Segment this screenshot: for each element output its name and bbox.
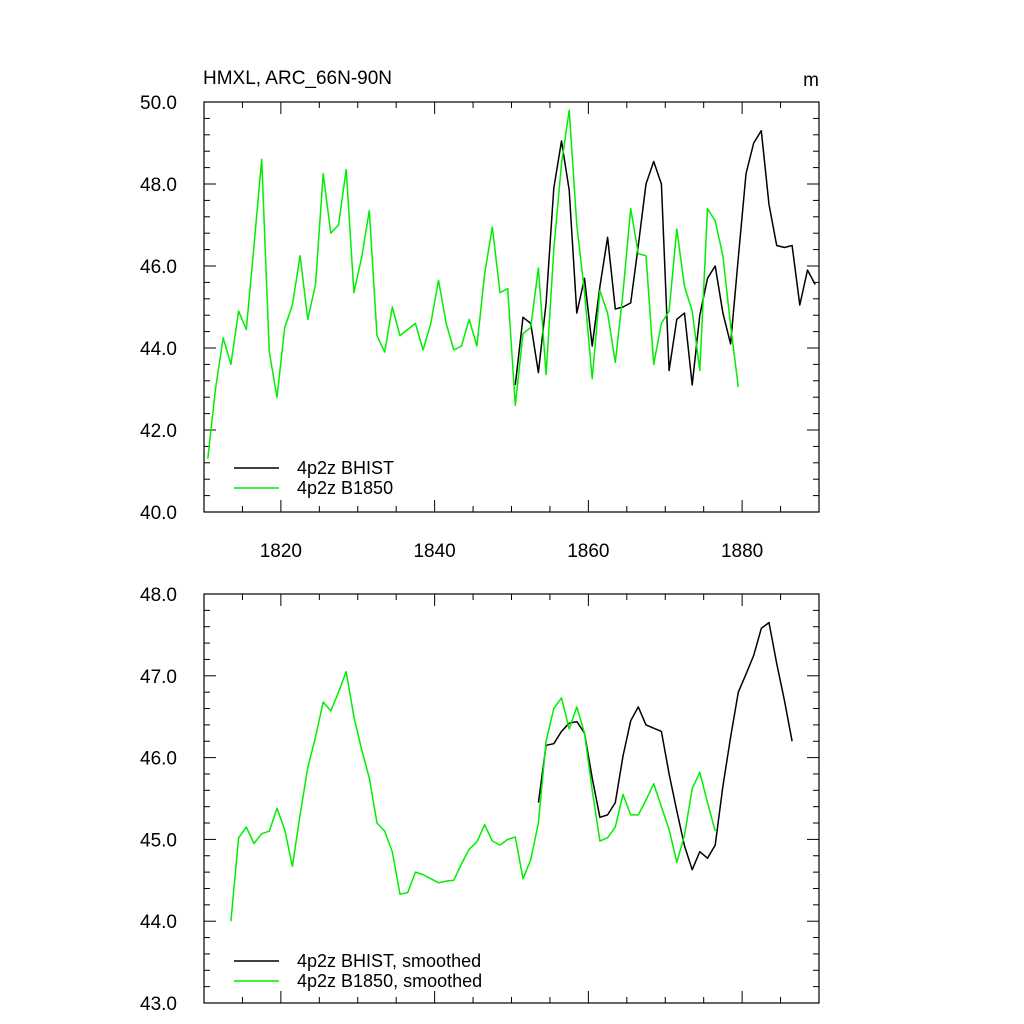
top-panel: HMXL, ARC_66N-90N m 1820 1840 1860 1880 40.0…: [140, 68, 820, 562]
series-line-b1850: [207, 109, 740, 459]
units-label: m: [803, 70, 819, 91]
series-line-bhist: [537, 621, 793, 871]
series-line-bhist: [514, 129, 816, 386]
x-tick-label: 1820: [260, 541, 302, 562]
legend-label: 4p2z B1850: [297, 478, 393, 498]
y-tick-label: 44.0: [140, 339, 177, 360]
y-tick-label: 47.0: [140, 667, 177, 688]
y-tick-label: 43.0: [140, 994, 177, 1015]
y-tick-label: 44.0: [140, 912, 177, 933]
series-line-b1850: [230, 670, 716, 922]
y-tick-label: 50.0: [140, 93, 177, 114]
x-tick-label: 1860: [567, 541, 609, 562]
y-tick-label: 42.0: [140, 421, 177, 442]
y-tick-label: 48.0: [140, 585, 177, 606]
plot-frame: [203, 101, 820, 513]
bottom-panel: 43.0 44.0 45.0 46.0 47.0 48.0 4p2z BHIST, smoo…: [140, 585, 820, 1015]
y-tick-label: 46.0: [140, 749, 177, 770]
x-tick-label: 1880: [721, 541, 763, 562]
y-tick-label: 40.0: [140, 503, 177, 524]
plot-frame: [203, 593, 820, 1004]
y-tick-label: 48.0: [140, 175, 177, 196]
legend-label: 4p2z BHIST: [297, 458, 394, 478]
legend-label: 4p2z B1850, smoothed: [297, 971, 482, 991]
chart-title: HMXL, ARC_66N-90N: [203, 68, 392, 89]
y-tick-label: 45.0: [140, 830, 177, 851]
y-tick-label: 46.0: [140, 257, 177, 278]
x-tick-label: 1840: [413, 541, 455, 562]
legend-label: 4p2z BHIST, smoothed: [297, 951, 481, 971]
